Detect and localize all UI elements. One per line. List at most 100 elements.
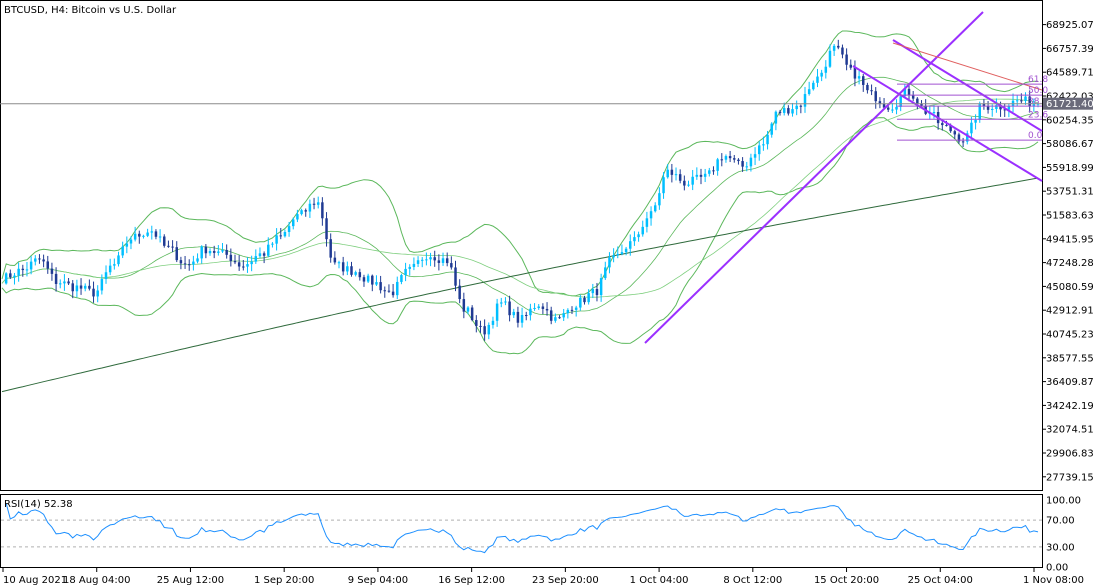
candle-body	[262, 253, 266, 256]
candle-body	[429, 257, 432, 260]
candle-body	[150, 231, 154, 233]
candle-body	[391, 291, 395, 296]
fib-level-label: 38.2	[1028, 97, 1048, 107]
candle-body	[158, 236, 162, 238]
candle-body	[246, 264, 249, 267]
candle-body	[154, 231, 158, 237]
candle-body	[853, 67, 857, 79]
candle-body	[778, 111, 782, 113]
candle-body	[574, 307, 578, 310]
candle-body	[192, 261, 195, 265]
candle-body	[616, 253, 620, 256]
candle-body	[878, 101, 882, 104]
candle-body	[200, 246, 203, 259]
price-tick-label: 36409.87	[1046, 377, 1094, 388]
candle-body	[312, 203, 316, 205]
main-chart-frame	[0, 0, 1043, 491]
candle-body	[167, 245, 170, 247]
candle-body	[903, 88, 907, 97]
candle-body	[341, 262, 345, 272]
candle-body	[179, 260, 183, 264]
candle-body	[774, 111, 778, 124]
candle-body	[375, 282, 378, 285]
candle-body	[720, 159, 724, 161]
candle-body	[782, 108, 786, 113]
time-tick-label: 1 Nov 08:00	[1023, 575, 1084, 586]
moving-average-long	[1, 177, 1039, 393]
candle-body	[304, 210, 307, 212]
candle-body	[687, 184, 690, 186]
time-tick-label: 15 Oct 20:00	[814, 575, 879, 586]
rsi-tick-label: 70.00	[1046, 516, 1075, 527]
candle-body	[608, 257, 611, 268]
time-tick-label: 9 Sep 04:00	[348, 575, 408, 586]
candle-body	[296, 214, 299, 220]
candle-body	[4, 273, 8, 284]
candle-body	[171, 246, 174, 248]
candle-body	[666, 169, 669, 178]
candle-body	[387, 290, 391, 292]
candle-body	[845, 54, 848, 65]
candle-body	[96, 290, 99, 297]
candle-body	[108, 265, 112, 273]
price-tick-label: 55918.99	[1046, 163, 1094, 174]
candle-body	[321, 202, 324, 219]
candle-body	[745, 166, 748, 168]
rsi-tick-label: 0.00	[1046, 563, 1068, 574]
candle-body	[549, 310, 553, 321]
candle-body	[733, 158, 736, 160]
candle-body	[566, 309, 570, 314]
candle-body	[13, 275, 16, 278]
candle-body	[121, 246, 124, 256]
candle-body	[674, 174, 678, 176]
candle-body	[545, 308, 549, 311]
candle-body	[225, 250, 228, 255]
candle-body	[612, 255, 615, 258]
candle-body	[945, 125, 948, 127]
price-tick-label: 29906.83	[1046, 449, 1094, 460]
candle-body	[874, 91, 877, 102]
candle-body	[1020, 100, 1023, 102]
time-tick-label: 18 Aug 04:00	[63, 575, 130, 586]
candle-body	[620, 252, 624, 254]
candle-body	[479, 325, 482, 327]
candle-body	[949, 125, 952, 132]
candle-body	[641, 226, 644, 235]
price-tick-label: 42912.91	[1046, 306, 1094, 317]
candle-body	[803, 94, 807, 107]
candle-body	[483, 326, 486, 335]
time-tick-label: 16 Sep 12:00	[438, 575, 505, 586]
candle-body	[500, 302, 503, 304]
price-tick-label: 40745.23	[1046, 330, 1094, 341]
candle-body	[849, 64, 853, 68]
candle-body	[183, 263, 187, 265]
candle-body	[670, 169, 674, 175]
candle-body	[204, 246, 208, 254]
candle-body	[791, 109, 794, 114]
time-tick-label: 1 Sep 20:00	[254, 575, 314, 586]
candle-body	[1003, 109, 1006, 111]
time-tick-label: 8 Oct 12:00	[723, 575, 782, 586]
candle-body	[450, 263, 453, 268]
price-tick-label: 38577.55	[1046, 353, 1094, 364]
candle-body	[9, 273, 12, 278]
candle-body	[512, 311, 516, 316]
candle-body	[579, 297, 582, 308]
candle-body	[416, 260, 420, 264]
candle-body	[753, 154, 757, 158]
candle-body	[233, 261, 237, 263]
candle-body	[425, 259, 428, 261]
fib-level-label: 0.0	[1028, 131, 1043, 141]
candle-body	[379, 282, 382, 291]
price-tick-label: 49415.95	[1046, 234, 1094, 245]
candle-body	[957, 134, 961, 142]
candle-body	[828, 50, 832, 67]
candle-body	[816, 76, 819, 83]
candle-body	[316, 202, 320, 205]
candle-body	[92, 288, 95, 297]
candle-body	[932, 112, 936, 114]
candle-body	[34, 258, 37, 262]
candle-body	[1024, 96, 1027, 101]
candle-body	[59, 283, 62, 285]
